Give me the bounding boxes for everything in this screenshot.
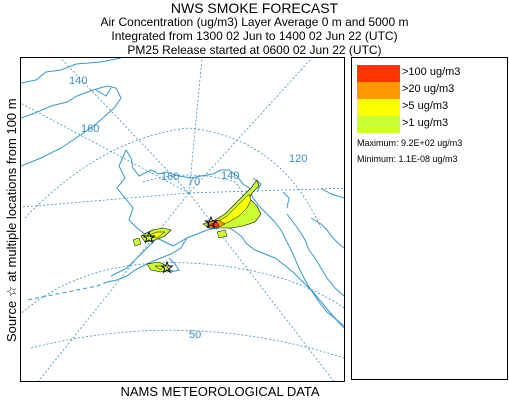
latitude-circle [24, 127, 322, 229]
lon-label: 140 [221, 170, 239, 182]
legend-swatch [357, 116, 400, 133]
plume-contour-5ug [154, 265, 164, 271]
legend-label: >20 ug/m3 [402, 83, 455, 95]
coastline-aleutians [26, 281, 108, 301]
plume-contour-5ug [146, 231, 166, 239]
coastline-siberia [21, 85, 122, 167]
meridian-line [188, 58, 203, 194]
concentration-subtitle: Air Concentration (ug/m3) Layer Average … [100, 15, 409, 29]
integration-period: Integrated from 1300 02 Jun to 1400 02 J… [111, 29, 398, 43]
lon-label: 160 [161, 171, 179, 183]
coastline-alaska [125, 149, 344, 327]
maximum-value: Maximum: 9.2E+02 ug/m3 [357, 138, 463, 148]
coastline-british-columbia [310, 217, 344, 249]
source-star-icon [142, 230, 156, 244]
source-star-icon [160, 260, 174, 274]
coastline-chukotka [95, 87, 112, 97]
legend-row: >100 ug/m3 [357, 65, 507, 82]
meridian-line [188, 187, 344, 194]
coastline-river [252, 177, 262, 193]
concentration-legend: >100 ug/m3 >20 ug/m3 >5 ug/m3 >1 ug/m3 M… [351, 57, 508, 380]
plume-contour-5ug [206, 193, 252, 227]
meridian-line [21, 102, 190, 194]
legend-label: >1 ug/m3 [402, 117, 449, 129]
minimum-value: Minimum: 1.1E-08 ug/m3 [357, 154, 458, 164]
graticule [21, 58, 344, 381]
latitude-circle [30, 329, 344, 359]
legend-swatch [357, 65, 400, 82]
meridian-line [188, 58, 313, 194]
legend-swatch [357, 82, 400, 99]
legend-label: >5 ug/m3 [402, 100, 449, 112]
coastline-gulf-of-alaska [146, 225, 344, 329]
source-markers [142, 215, 218, 274]
legend-label: >100 ug/m3 [402, 66, 461, 78]
smoke-map: 140 160 160 140 120 70 50 [20, 57, 345, 382]
lon-label: 140 [69, 75, 87, 87]
coastlines [21, 58, 344, 329]
island-kodiak [168, 257, 180, 273]
source-star-icon [204, 215, 218, 229]
coastline-inlet [282, 191, 290, 209]
lat-label: 70 [188, 176, 200, 188]
plume-contour-1ug [216, 229, 228, 239]
coastline-arctic [320, 187, 344, 199]
coastline-british-columbia [286, 213, 344, 297]
legend-row: >5 ug/m3 [357, 99, 507, 116]
latitude-circle [142, 174, 244, 219]
meridian-line [38, 192, 190, 381]
smoke-plume-southwest [132, 227, 172, 273]
meridian-line [59, 58, 190, 194]
source-height-label: Source ☆ at multiple locations from 100 … [4, 98, 19, 342]
plume-contour-1ug [132, 237, 142, 247]
coastline-chukotka [21, 58, 122, 84]
forecast-title: NWS SMOKE FORECAST [170, 0, 339, 16]
release-start: PM25 Release started at 0600 02 Jun 22 (… [127, 43, 382, 57]
legend-row: >20 ug/m3 [357, 82, 507, 99]
lat-label: 50 [189, 329, 201, 341]
met-data-footer: NAMS METEOROLOGICAL DATA [120, 384, 320, 399]
legend-row: >1 ug/m3 [357, 116, 507, 133]
plume-contour-1ug [202, 179, 262, 229]
meridian-line [21, 192, 190, 208]
legend-swatch [357, 99, 400, 116]
lon-label: 120 [289, 153, 307, 165]
map-canvas: 140 160 160 140 120 70 50 [21, 58, 344, 381]
latitude-circle [21, 262, 344, 315]
